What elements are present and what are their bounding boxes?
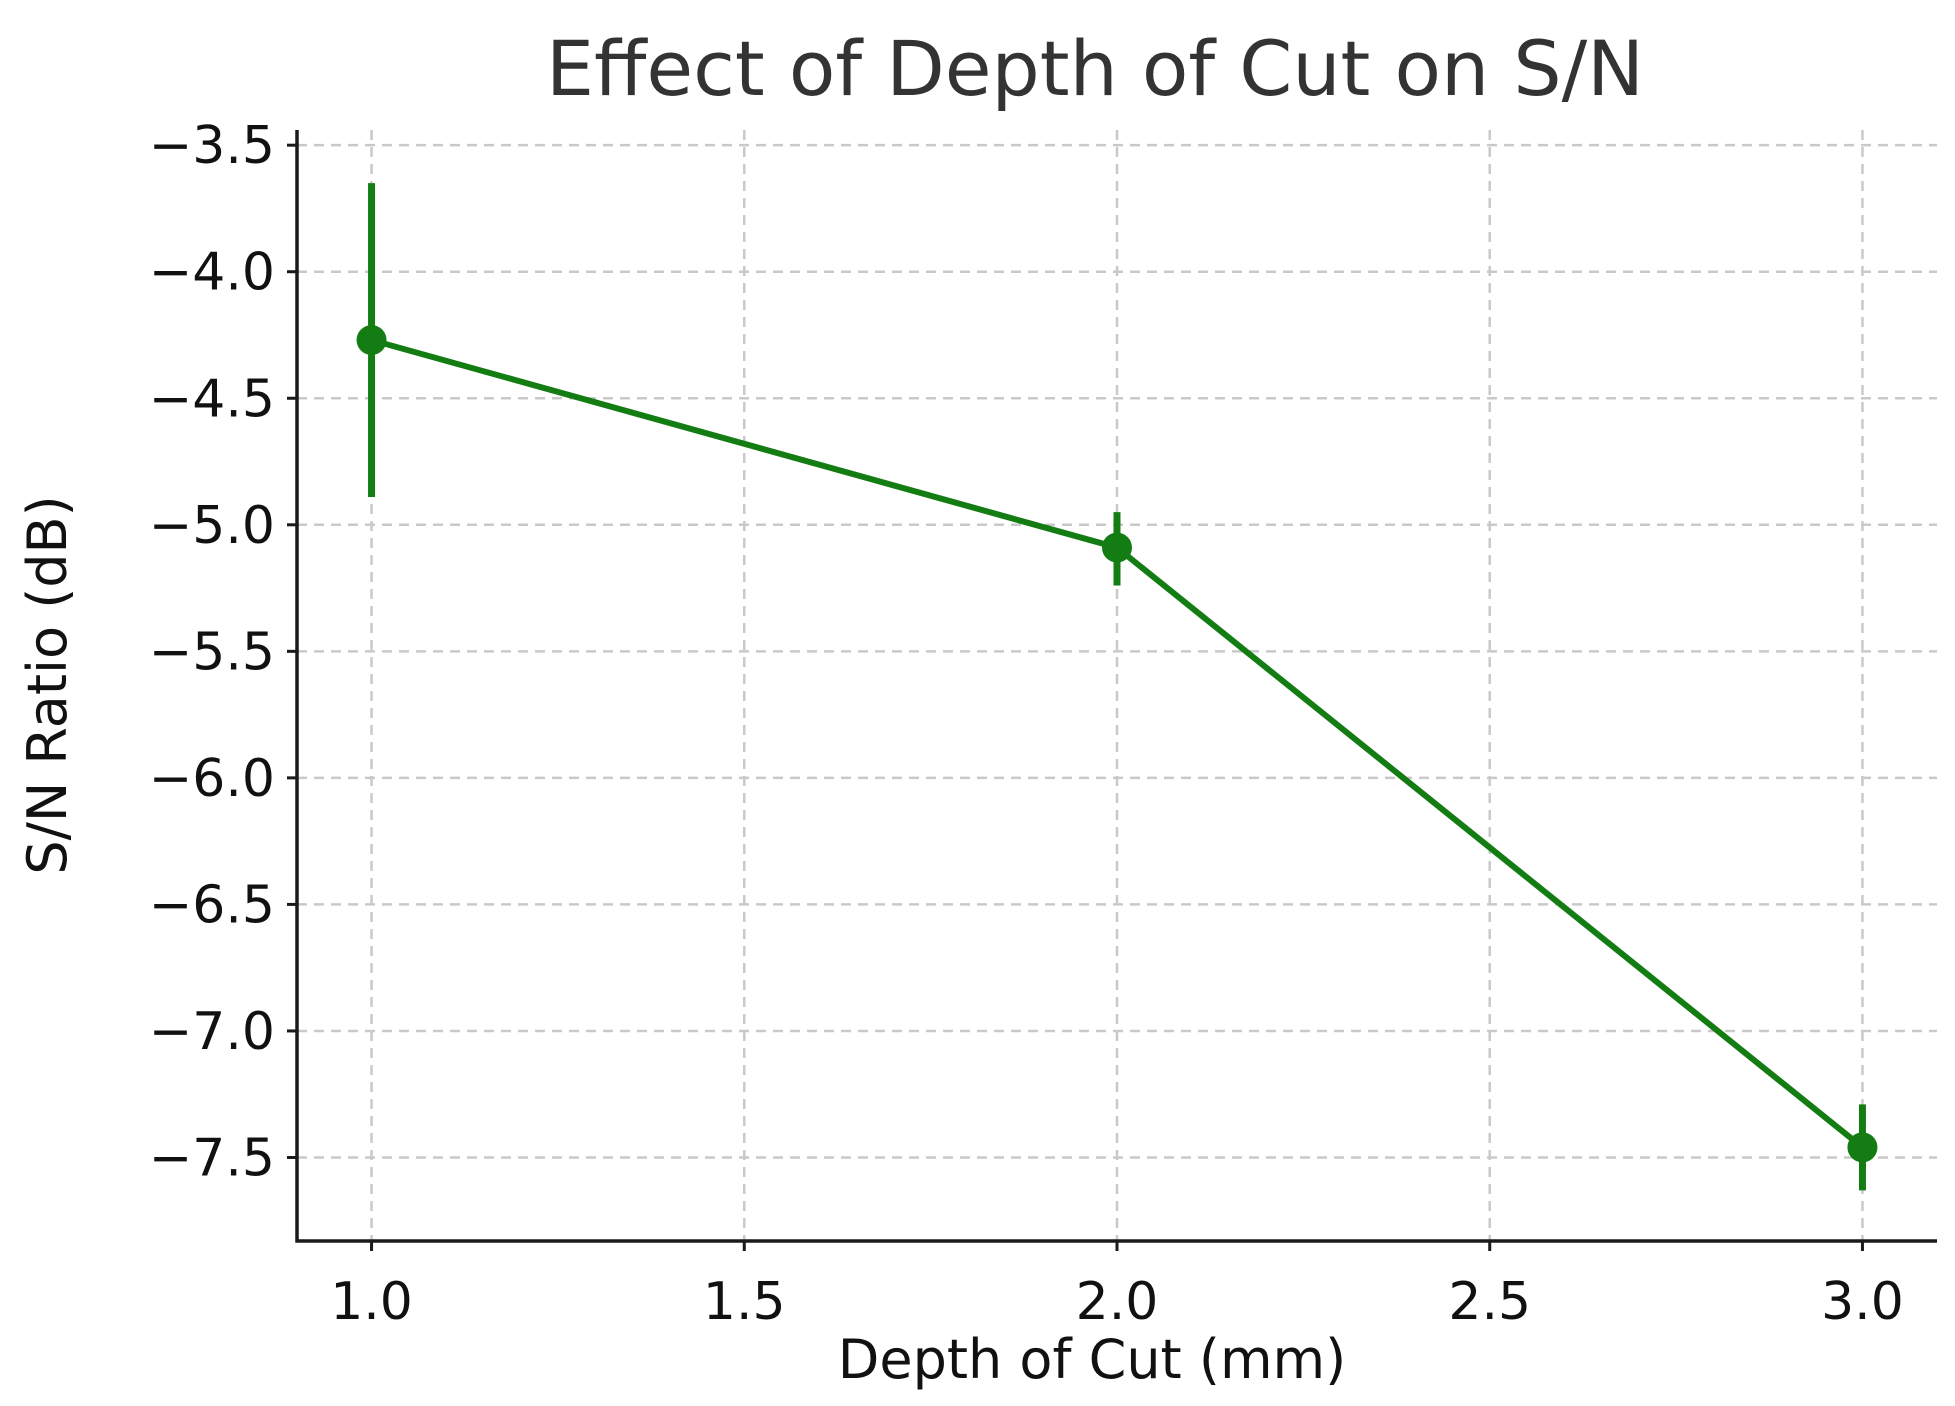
y-tick-label: −5.0 [149, 496, 275, 556]
axes [287, 130, 1937, 1251]
x-tick-label: 1.5 [703, 1272, 786, 1332]
x-tick-label: 1.0 [330, 1272, 413, 1332]
y-tick-label: −6.5 [149, 875, 275, 935]
tick-labels: 1.0 1.5 2.0 2.5 3.0 −3.5 −4.0 −4.5 −5.0 −5.5 −6.0 −… [149, 116, 1904, 1332]
data-point [356, 325, 387, 356]
y-tick-label: −4.0 [149, 243, 275, 303]
x-tick-label: 3.0 [1821, 1272, 1904, 1332]
data-point [1102, 532, 1132, 563]
x-tick-label: 2.0 [1076, 1272, 1159, 1332]
data-point [1847, 1132, 1878, 1163]
x-axis-label: Depth of Cut (mm) [838, 1328, 1346, 1391]
y-tick-label: −5.5 [149, 622, 275, 682]
y-tick-label: −7.5 [149, 1128, 275, 1188]
x-tick-label: 2.5 [1448, 1272, 1531, 1332]
y-tick-label: −6.0 [149, 749, 275, 809]
axis-spine [295, 130, 1937, 1243]
chart-title: Effect of Depth of Cut on S/N [546, 24, 1644, 113]
y-tick-label: −3.5 [149, 116, 275, 176]
y-tick-label: −7.0 [149, 1002, 275, 1062]
data-markers [356, 325, 1878, 1163]
y-axis-label: S/N Ratio (dB) [16, 495, 79, 874]
grid-lines [297, 130, 1937, 1241]
y-tick-label: −4.5 [149, 369, 275, 429]
